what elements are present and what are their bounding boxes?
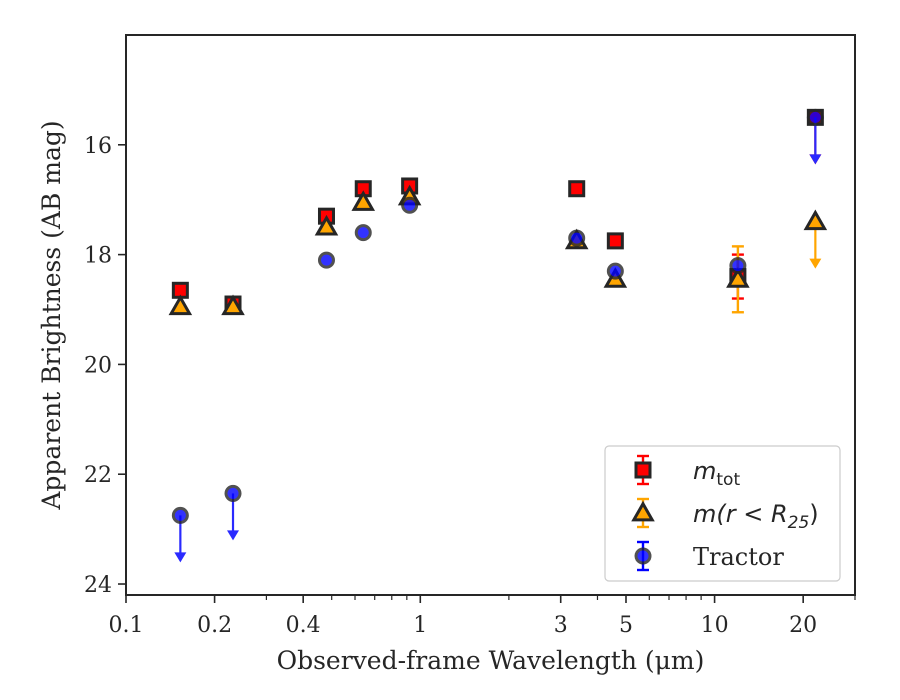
- plot-frame: [125, 34, 856, 596]
- data-point: [726, 267, 750, 288]
- x-axis-ticks: 0.1 0.2 0.4 1 3 5 10 20: [109, 595, 856, 638]
- series-tractor: [171, 108, 824, 563]
- legend: mtot m(r < R25) Tractor: [604, 445, 841, 582]
- data-point: [314, 214, 339, 236]
- y-tick-label: 24: [84, 573, 112, 598]
- data-point: [354, 224, 372, 242]
- x-tick-label: 5: [619, 613, 633, 638]
- legend-entry: m(r < R25): [631, 497, 819, 533]
- y-tick-label: 16: [84, 134, 112, 159]
- y-axis-ticks: 16 18 20 22 24: [84, 134, 126, 598]
- data-point: [401, 196, 419, 214]
- upper-limit-head: [174, 552, 187, 563]
- legend-label-base: m: [693, 457, 716, 485]
- legend-label-tail: ): [809, 500, 818, 528]
- x-tick-label: 0.4: [286, 613, 321, 638]
- x-tick-label: 10: [701, 613, 729, 638]
- x-tick-label: 0.2: [197, 613, 232, 638]
- legend-label-subscript: tot: [716, 470, 740, 490]
- legend-label: m(r < R25): [693, 500, 819, 533]
- data-point: [606, 232, 624, 250]
- x-tick-label: 3: [554, 613, 568, 638]
- upper-limit-head: [809, 154, 822, 165]
- data-point: [729, 257, 747, 275]
- data-point: [606, 262, 624, 280]
- x-tick-label: 20: [789, 613, 817, 638]
- plot-marks: [168, 108, 828, 563]
- legend-label-subscript: 25: [788, 513, 810, 533]
- upper-limit-head: [227, 530, 240, 541]
- data-point: [568, 229, 586, 247]
- data-point: [168, 294, 193, 316]
- data-point: [221, 294, 245, 316]
- x-axis-title: Observed-frame Wavelength (μm): [277, 646, 705, 675]
- legend-label-base: Tractor: [693, 543, 784, 571]
- legend-label: mtot: [693, 457, 740, 490]
- y-tick-label: 20: [84, 353, 112, 378]
- legend-entry: mtot: [634, 454, 740, 490]
- legend-entry: Tractor: [634, 540, 784, 572]
- data-point: [224, 484, 242, 502]
- legend-box: [604, 445, 841, 582]
- legend-marker: [631, 500, 655, 522]
- legend-label-base: m(r < R: [693, 500, 788, 528]
- legend-marker: [634, 547, 652, 565]
- data-point: [171, 506, 189, 524]
- data-point: [317, 251, 335, 269]
- legend-label: Tractor: [693, 543, 784, 571]
- y-tick-label: 22: [84, 463, 112, 488]
- data-point: [803, 209, 828, 231]
- y-tick-label: 18: [84, 244, 112, 269]
- x-tick-label: 0.1: [109, 613, 144, 638]
- legend-marker: [634, 461, 652, 479]
- y-axis-title: Apparent Brightness (AB mag): [37, 120, 66, 510]
- data-point: [351, 190, 376, 211]
- upper-limit-head: [809, 258, 822, 269]
- x-tick-label: 1: [413, 613, 427, 638]
- data-point: [806, 108, 824, 126]
- data-point: [568, 180, 586, 198]
